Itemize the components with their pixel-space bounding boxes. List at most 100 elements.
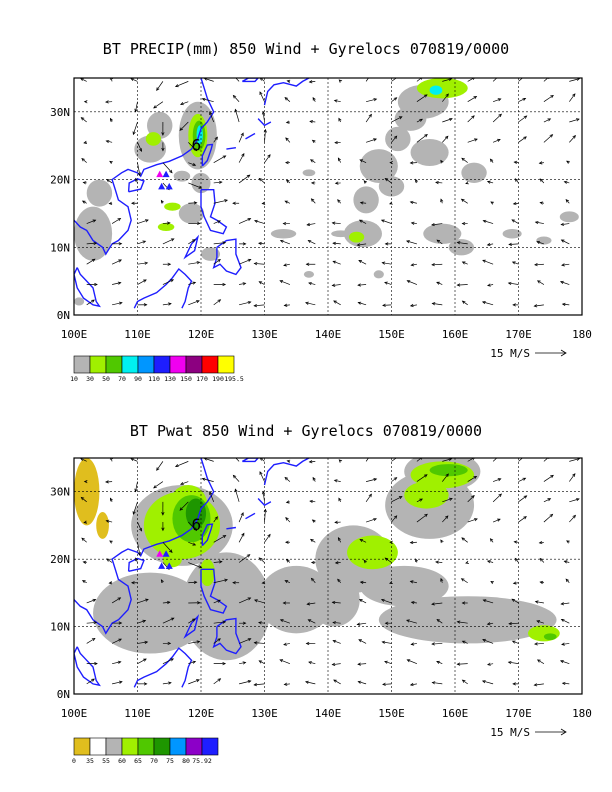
coastline <box>263 458 310 486</box>
colorbar-label: 30 <box>86 375 94 383</box>
shaded-region <box>164 202 181 211</box>
colorbar-label: 195.5 <box>224 375 244 383</box>
y-tick-label: 20N <box>50 174 70 187</box>
coastline <box>226 147 237 150</box>
colorbar-label: 65 <box>134 757 142 765</box>
shaded-region <box>353 186 379 214</box>
shaded-region <box>359 149 398 183</box>
shaded-region <box>157 222 175 232</box>
shaded-region <box>429 464 468 477</box>
coastline <box>183 234 200 260</box>
shaded-region <box>93 572 208 654</box>
colorbar-swatch <box>137 737 155 756</box>
colorbar-label: 10 <box>70 375 78 383</box>
gyre-marker-icon <box>162 170 170 178</box>
colorbar-label: 70 <box>118 375 126 383</box>
x-tick-label: 120E <box>188 328 215 341</box>
coastline <box>241 78 260 83</box>
shaded-region <box>348 231 365 243</box>
wind-vectors <box>80 78 581 308</box>
colorbar-label: 60 <box>118 757 126 765</box>
colorbar-swatch <box>121 355 139 374</box>
colorbar-swatch <box>73 355 91 374</box>
coastline <box>74 646 101 687</box>
shaded-region <box>385 126 411 152</box>
shaded-region <box>145 132 161 146</box>
y-tick-label: 10N <box>50 621 70 634</box>
colorbar-swatch <box>89 737 107 756</box>
shaded-region <box>461 162 487 183</box>
shaded-region <box>543 633 557 641</box>
scale-label: 15 M/S <box>490 726 530 739</box>
shaded-region <box>429 85 443 95</box>
shaded-region <box>199 559 215 587</box>
x-tick-label: 150E <box>378 328 405 341</box>
shaded-region <box>303 270 315 278</box>
x-tick-label: 130E <box>251 707 278 720</box>
y-tick-label: 20N <box>50 553 70 566</box>
shaded-region <box>201 247 221 261</box>
panel1-title: BT PRECIP(mm) 850 Wind + Gyrelocs 070819… <box>102 40 510 58</box>
shaded-region <box>423 223 462 244</box>
x-tick-label: 100E <box>61 707 88 720</box>
shaded-region <box>331 230 351 238</box>
coastline <box>257 498 272 507</box>
shaded-region <box>185 498 207 529</box>
colorbar-swatch <box>169 355 187 374</box>
coastline <box>127 557 145 572</box>
shaded-region <box>502 229 522 239</box>
shaded-region <box>410 138 449 167</box>
colorbar-swatch <box>201 355 219 374</box>
x-tick-label: 110E <box>124 328 151 341</box>
colorbar-swatch <box>121 737 139 756</box>
coastline <box>257 118 272 127</box>
colorbar-label: 70 <box>150 757 158 765</box>
y-tick-label: 30N <box>50 106 70 119</box>
gyre-marker-icon <box>156 550 164 557</box>
gyre-marker-icon <box>165 182 173 190</box>
colorbar-label: 55 <box>102 757 110 765</box>
gyre-marker-icon <box>158 182 166 190</box>
coastline <box>245 132 256 140</box>
colorbar-swatch <box>73 737 91 756</box>
panel1-map: 6 100E 110E 120E 130E 140E 150E 160E 170E 180 0N 10… <box>50 77 592 383</box>
map-frame <box>73 457 583 695</box>
shaded-region <box>178 203 205 224</box>
storm-label: 6 <box>191 135 201 154</box>
x-tick-label: 150E <box>378 707 405 720</box>
colorbar-swatch <box>217 355 235 374</box>
colorbar-swatch <box>185 737 203 756</box>
coastline <box>127 178 145 193</box>
x-tick-label: 100E <box>61 328 88 341</box>
x-tick-label: 130E <box>251 328 278 341</box>
coastline <box>201 143 214 167</box>
x-tick-label: 160E <box>442 707 469 720</box>
gyre-marker-icon <box>158 562 166 569</box>
shaded-region <box>74 297 85 306</box>
y-tick-label: 10N <box>50 241 70 254</box>
colorbar-swatch <box>105 737 123 756</box>
gyre-marker-icon <box>162 550 170 557</box>
storm-label: 6 <box>191 515 201 534</box>
coastline <box>133 647 193 688</box>
scale-label: 15 M/S <box>490 347 530 360</box>
coastline <box>263 78 310 106</box>
colorbar-label: 75 <box>166 757 174 765</box>
colorbar-swatch <box>137 355 155 374</box>
colorbar-label: 150 <box>180 375 192 383</box>
coastline <box>183 614 200 639</box>
shaded-region <box>528 625 560 642</box>
y-tick-label: 0N <box>57 688 70 701</box>
shaded-region <box>373 270 384 279</box>
x-tick-label: 180 <box>572 707 592 720</box>
x-tick-label: 160E <box>442 328 469 341</box>
coastline <box>200 189 228 235</box>
x-tick-label: 170E <box>505 707 532 720</box>
x-tick-label: 120E <box>188 707 215 720</box>
coastline <box>212 238 242 276</box>
panel1-colorbar: 10 30 50 70 90 110 130 150 170 190 195.5 <box>70 355 244 383</box>
panel2-map: 6 100E 110E 120E 130E 140E 150E 160E 170E 180 0N 10… <box>50 457 592 765</box>
colorbar-swatch <box>185 355 203 374</box>
coastline <box>241 458 260 463</box>
shaded-region <box>404 481 449 509</box>
